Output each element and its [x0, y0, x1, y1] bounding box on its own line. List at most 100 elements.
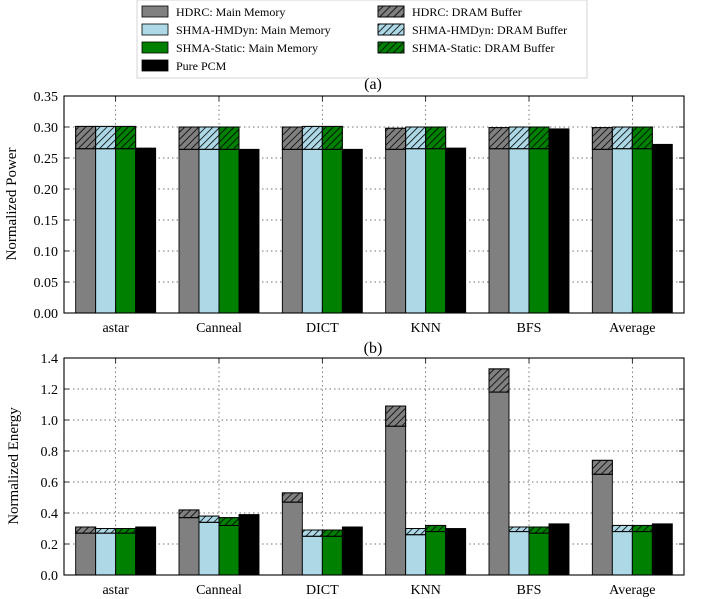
bar-hatch-overlay — [218, 517, 240, 526]
bar-hatch-overlay — [321, 125, 343, 150]
y-tick-label: 0.35 — [34, 90, 59, 105]
bar-pure-pcm-main-memory — [341, 526, 363, 576]
bar-hatch-overlay — [75, 526, 97, 534]
legend-frame — [136, 0, 588, 79]
bar-shma-hmdyn-main-memory — [405, 534, 427, 576]
legend-swatch — [141, 59, 169, 72]
bar-hatch-overlay — [385, 127, 407, 150]
y-tick-label: 1.4 — [41, 352, 59, 367]
bar-hdrc-main-memory — [178, 517, 200, 576]
bar-shma-static-main-memory — [528, 148, 550, 314]
y-tick-label: 0.00 — [34, 307, 59, 322]
bar-hdrc-main-memory — [591, 148, 613, 314]
bar-hdrc-main-memory — [385, 425, 407, 576]
bar-hdrc-main-memory — [591, 473, 613, 576]
y-tick-label: 0.4 — [41, 507, 59, 522]
bar-shma-static-main-memory — [631, 531, 653, 576]
bar-pure-pcm-main-memory — [548, 523, 570, 576]
bar-hatch-overlay — [115, 125, 137, 150]
bar-shma-hmdyn-main-memory — [301, 535, 323, 576]
bar-shma-hmdyn-main-memory — [198, 148, 220, 314]
bar-hatch-overlay — [611, 524, 633, 533]
bar-hatch-overlay — [301, 529, 323, 537]
bar-pure-pcm-main-memory — [238, 514, 260, 576]
legend-swatch-hatch — [377, 23, 405, 36]
x-tick-label: Average — [609, 321, 655, 336]
bar-hatch-overlay — [115, 528, 137, 534]
bar-hatch-overlay — [611, 126, 633, 150]
bar-pure-pcm-main-memory — [445, 528, 467, 576]
legend-items: HDRC: Main Memory HDRC: DRAM Buffer SHMA-H… — [141, 5, 567, 73]
legend-swatch — [141, 41, 169, 54]
bar-pure-pcm-main-memory — [651, 143, 673, 314]
bar-hatch-overlay — [178, 509, 200, 519]
bar-shma-hmdyn-main-memory — [301, 148, 323, 314]
bar-shma-hmdyn-main-memory — [95, 532, 117, 576]
bar-hatch-overlay — [385, 405, 407, 427]
x-tick-label: DICT — [306, 321, 339, 336]
legend-swatch-hatch — [377, 5, 405, 18]
bar-hdrc-main-memory — [488, 391, 510, 576]
bar-hatch-overlay — [488, 127, 510, 150]
bar-shma-hmdyn-main-memory — [405, 148, 427, 314]
bar-hdrc-main-memory — [488, 148, 510, 314]
bar-hdrc-main-memory — [385, 148, 407, 314]
chart-energy-plot: 0.0 0.2 0.4 0.6 0.8 1.0 1.2 1.4 astar Canneal DICT… — [41, 352, 685, 598]
chart-energy-ylabel: Normalized Energy — [6, 407, 22, 525]
y-tick-label: 0.10 — [34, 245, 59, 260]
legend-label: SHMA-HMDyn: Main Memory — [176, 23, 331, 37]
bar-pure-pcm-main-memory — [651, 523, 673, 576]
bar-hatch-overlay — [591, 127, 613, 150]
y-tick-label: 0.05 — [34, 276, 59, 291]
bar-shma-static-main-memory — [425, 531, 447, 576]
chart-energy-subtitle: (b) — [364, 340, 383, 357]
legend-label: Pure PCM — [176, 59, 227, 73]
bar-hatch-overlay — [198, 126, 220, 150]
bar-shma-static-main-memory — [321, 148, 343, 314]
bar-shma-hmdyn-main-memory — [611, 531, 633, 576]
x-tick-label: Canneal — [196, 321, 242, 336]
chart-energy: (b) Normalized Energy 0.0 0.2 0.4 0.6 0.8 1.0… — [6, 340, 685, 598]
bar-pure-pcm-main-memory — [341, 148, 363, 314]
chart-power-plot: 0.00 0.05 0.10 0.15 0.20 0.25 0.30 0.35 astar Can… — [34, 90, 685, 336]
legend: HDRC: Main Memory HDRC: DRAM Buffer SHMA-H… — [136, 0, 588, 79]
bar-hatch-overlay — [631, 524, 653, 533]
bar-pure-pcm-main-memory — [135, 147, 157, 314]
bar-hatch-overlay — [425, 524, 447, 533]
bar-shma-static-main-memory — [218, 524, 240, 576]
bar-shma-hmdyn-main-memory — [508, 148, 530, 314]
y-tick-label: 0.20 — [34, 183, 59, 198]
bar-hatch-overlay — [508, 126, 530, 150]
bar-hdrc-main-memory — [178, 148, 200, 314]
bar-hatch-overlay — [95, 528, 117, 534]
bar-shma-static-main-memory — [321, 535, 343, 576]
bar-hdrc-main-memory — [75, 148, 97, 314]
bar-hatch-overlay — [528, 526, 550, 534]
bar-shma-hmdyn-main-memory — [95, 148, 117, 314]
bar-hatch-overlay — [321, 529, 343, 537]
bar-hatch-overlay — [301, 125, 323, 150]
bar-hatch-overlay — [281, 492, 303, 503]
y-tick-label: 0.25 — [34, 152, 59, 167]
bar-pure-pcm-main-memory — [238, 148, 260, 314]
y-tick-label: 0.30 — [34, 121, 59, 136]
bar-hdrc-main-memory — [75, 532, 97, 576]
bar-hatch-overlay — [425, 126, 447, 150]
bar-pure-pcm-main-memory — [135, 526, 157, 576]
bar-shma-static-main-memory — [631, 148, 653, 314]
legend-label: HDRC: Main Memory — [176, 5, 285, 19]
legend-swatch — [141, 23, 169, 36]
bar-shma-hmdyn-main-memory — [198, 521, 220, 576]
bar-hatch-overlay — [631, 126, 653, 150]
bar-hatch-overlay — [591, 459, 613, 475]
bar-hdrc-main-memory — [281, 501, 303, 576]
legend-swatch-hatch — [377, 41, 405, 54]
x-tick-label: KNN — [410, 321, 440, 336]
bar-hatch-overlay — [528, 126, 550, 150]
chart-power-subtitle: (a) — [364, 76, 382, 93]
bar-hdrc-main-memory — [281, 148, 303, 314]
x-tick-label: KNN — [410, 583, 440, 598]
legend-label: SHMA-Static: DRAM Buffer — [412, 41, 554, 55]
bar-hatch-overlay — [405, 528, 427, 536]
